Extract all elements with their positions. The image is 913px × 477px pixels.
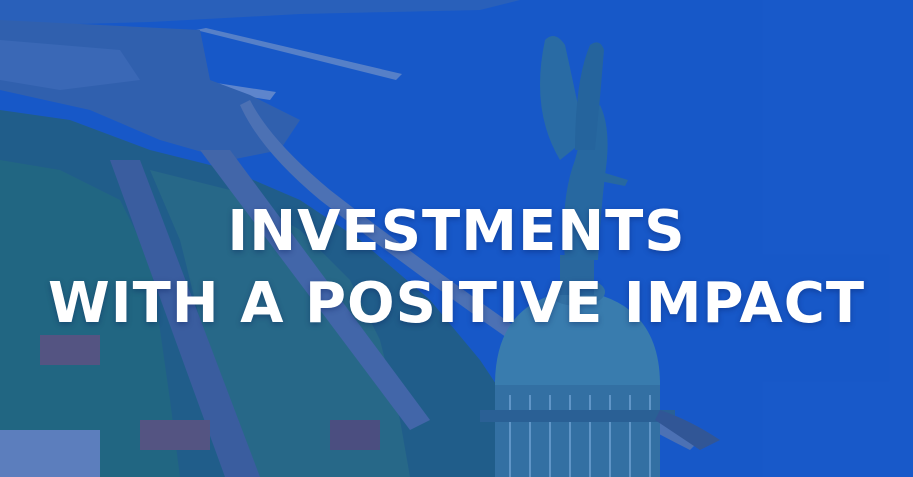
headline-line-2: WITH A POSITIVE IMPACT [47, 271, 866, 336]
hero-headline: INVESTMENTS WITH A POSITIVE IMPACT [0, 196, 913, 340]
headline-line-1: INVESTMENTS [227, 199, 686, 264]
